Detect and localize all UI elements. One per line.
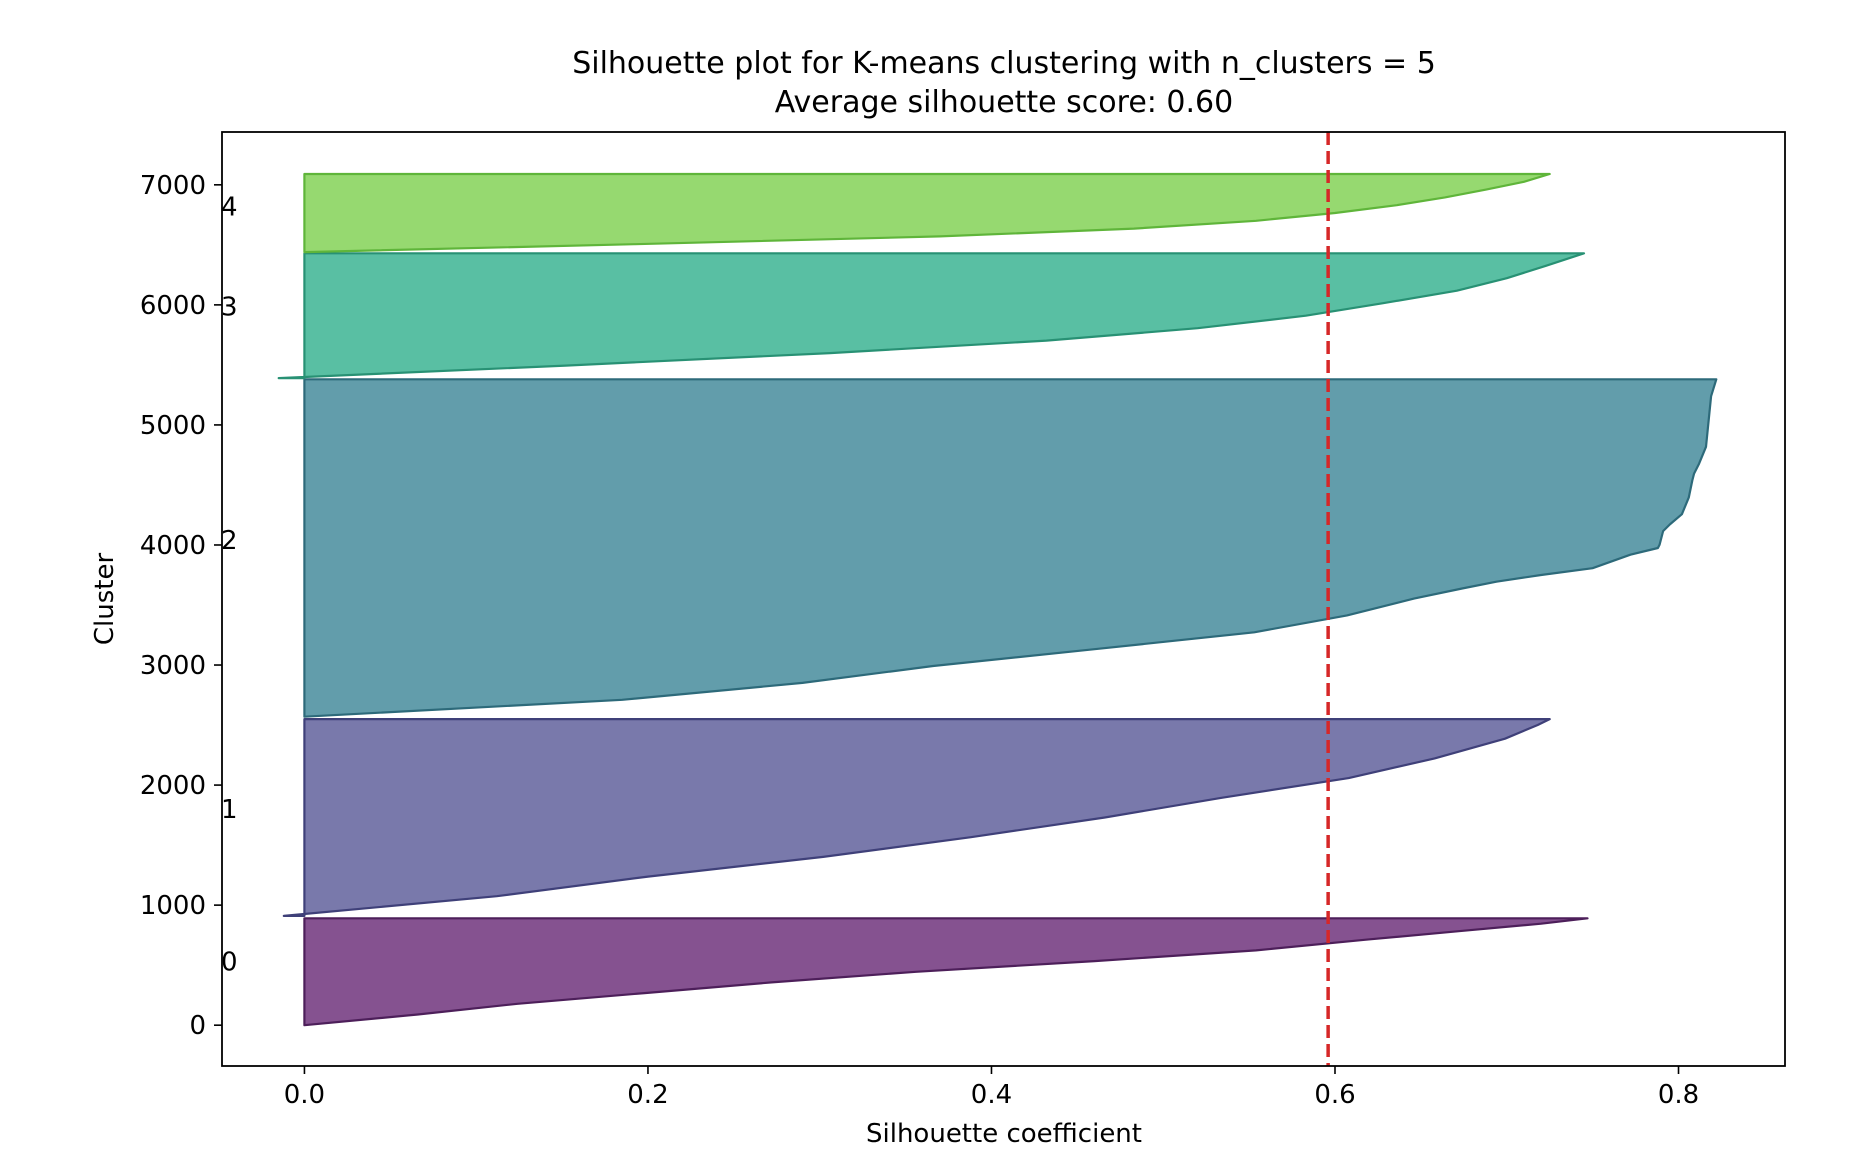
y-tick-label: 5000 xyxy=(140,411,206,441)
silhouette-cluster-4 xyxy=(303,172,1551,254)
x-tick-label: 0.4 xyxy=(971,1080,1012,1110)
y-tick-label: 0 xyxy=(189,1011,206,1041)
x-tick-label: 0.0 xyxy=(284,1080,325,1110)
silhouette-cluster-3 xyxy=(277,252,1586,380)
y-tick-label: 3000 xyxy=(140,651,206,681)
cluster-label-3: 3 xyxy=(221,293,238,323)
cluster-label-4: 4 xyxy=(221,192,238,222)
chart-title: Silhouette plot for K-means clustering w… xyxy=(572,46,1436,81)
chart-subtitle: Average silhouette score: 0.60 xyxy=(775,85,1233,120)
x-axis-label: Silhouette coefficient xyxy=(866,1119,1142,1149)
plot-frame xyxy=(221,131,1786,1067)
cluster-label-2: 2 xyxy=(221,526,238,556)
silhouette-cluster-1 xyxy=(282,718,1551,917)
x-tick-label: 0.8 xyxy=(1658,1080,1699,1110)
y-axis-label: Cluster xyxy=(90,553,120,646)
cluster-label-0: 0 xyxy=(221,948,238,978)
x-tick-label: 0.6 xyxy=(1314,1080,1355,1110)
plot-area xyxy=(277,132,1718,1066)
y-tick-label: 6000 xyxy=(140,291,206,321)
x-tick-label: 0.2 xyxy=(627,1080,668,1110)
silhouette-cluster-0 xyxy=(303,917,1589,1027)
silhouette-cluster-2 xyxy=(303,378,1718,718)
cluster-label-1: 1 xyxy=(221,795,238,825)
y-tick-label: 4000 xyxy=(140,531,206,561)
y-tick-label: 1000 xyxy=(140,891,206,921)
y-tick-label: 2000 xyxy=(140,771,206,801)
y-tick-label: 7000 xyxy=(140,171,206,201)
axes: 0 1 2 3 4 0.0 0.2 0.4 0.6 0.8 0 1000 2000 3000 4000 500… xyxy=(140,131,1786,1110)
